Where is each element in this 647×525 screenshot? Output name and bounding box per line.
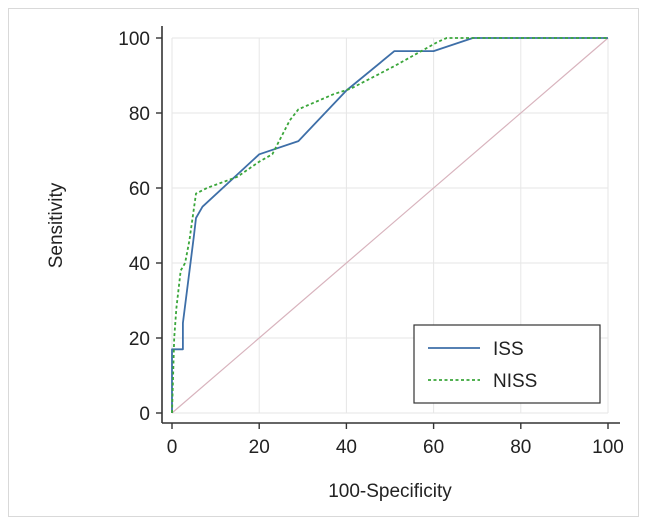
x-tick-labels: 0 20 40 60 80 100 <box>167 437 624 458</box>
series-line-iss <box>171 37 608 413</box>
legend-label-iss: ISS <box>493 339 524 360</box>
x-tick-label: 60 <box>423 437 444 458</box>
y-tick-label: 100 <box>118 29 150 50</box>
y-tick-label: 20 <box>129 329 150 350</box>
y-tick-labels: 0 20 40 60 80 100 <box>118 29 150 425</box>
legend: ISS NISS <box>413 324 601 404</box>
y-tick-label: 60 <box>129 179 150 200</box>
x-tick-label: 100 <box>592 437 624 458</box>
x-tick-label: 0 <box>167 437 178 458</box>
legend-label-niss: NISS <box>493 371 537 392</box>
series-line-niss <box>171 37 608 414</box>
series-layer <box>171 37 608 414</box>
y-tick-label: 0 <box>139 404 150 425</box>
reference-diagonal <box>171 37 609 414</box>
x-axis-title: 100-Specificity <box>328 481 452 502</box>
y-tick-label: 80 <box>129 104 150 125</box>
x-tick-label: 80 <box>510 437 531 458</box>
y-axis-title: Sensitivity <box>46 182 67 268</box>
axes <box>156 26 620 429</box>
legend-box <box>413 324 601 404</box>
x-tick-label: 40 <box>336 437 357 458</box>
x-tick-label: 20 <box>249 437 270 458</box>
y-tick-label: 40 <box>129 254 150 275</box>
